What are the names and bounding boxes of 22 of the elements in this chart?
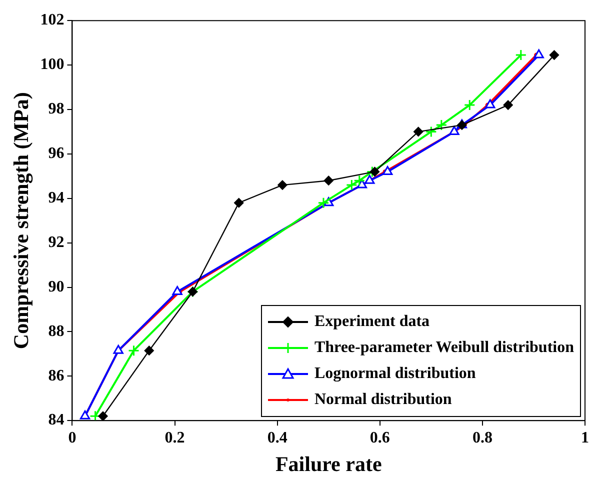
y-tick-label: 92 xyxy=(48,234,64,251)
x-tick-label: 0.8 xyxy=(472,429,492,446)
x-tick-label: 0.2 xyxy=(164,429,185,446)
y-tick-label: 100 xyxy=(40,56,64,74)
x-axis-title: Failure rate xyxy=(275,452,382,476)
y-tick-label: 88 xyxy=(48,322,64,340)
legend-label: Normal distribution xyxy=(314,390,452,409)
y-tick-label: 86 xyxy=(48,367,64,384)
legend-label: Three-parameter Weibull distribution xyxy=(314,338,574,357)
x-tick-label: 0 xyxy=(68,429,76,446)
y-tick-label: 96 xyxy=(48,145,64,162)
y-tick-label: 90 xyxy=(48,278,64,296)
x-tick-label: 0.6 xyxy=(370,429,390,446)
y-axis-title: Compressive strength (MPa) xyxy=(9,92,34,350)
y-tick-label: 98 xyxy=(48,100,64,118)
x-tick-label: 1 xyxy=(581,429,589,446)
legend-label: Lognormal distribution xyxy=(314,364,476,383)
y-tick-label: 102 xyxy=(40,12,64,29)
y-tick-label: 84 xyxy=(48,412,64,429)
x-tick-label: 0.4 xyxy=(267,429,288,446)
legend-label: Experiment data xyxy=(314,312,430,331)
y-tick-label: 94 xyxy=(48,190,64,207)
